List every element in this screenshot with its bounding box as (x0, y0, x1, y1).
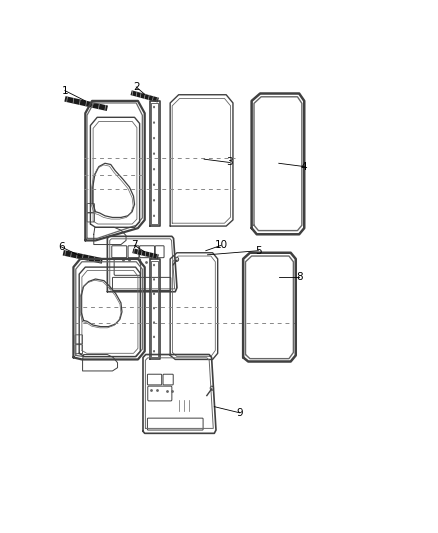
Circle shape (153, 122, 155, 124)
Circle shape (153, 215, 155, 217)
Circle shape (153, 350, 155, 352)
Text: 4: 4 (301, 161, 307, 172)
Text: 2: 2 (133, 82, 140, 92)
Circle shape (153, 137, 155, 139)
Text: 9: 9 (237, 408, 243, 418)
Circle shape (153, 106, 155, 108)
Circle shape (153, 168, 155, 171)
Text: 10: 10 (215, 240, 228, 251)
Circle shape (153, 321, 155, 324)
Circle shape (153, 336, 155, 338)
Circle shape (153, 183, 155, 186)
Text: 7: 7 (131, 240, 138, 251)
Circle shape (153, 307, 155, 309)
Text: 6: 6 (58, 242, 65, 252)
Circle shape (153, 152, 155, 155)
Circle shape (153, 264, 155, 266)
Circle shape (153, 278, 155, 281)
Text: 3: 3 (226, 157, 233, 167)
Text: 5: 5 (255, 246, 262, 256)
Text: 8: 8 (296, 272, 303, 282)
Circle shape (153, 199, 155, 201)
Text: 1: 1 (62, 86, 68, 95)
Circle shape (153, 293, 155, 295)
